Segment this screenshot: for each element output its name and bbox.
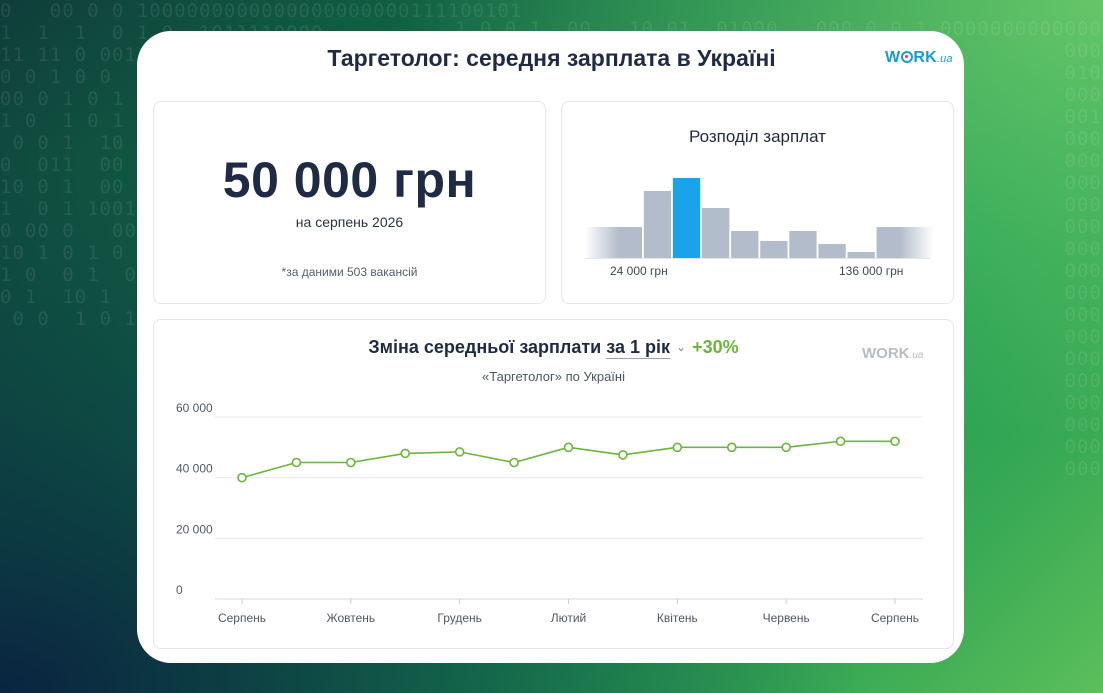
distribution-title: Розподіл зарплат (689, 127, 826, 146)
binary-pattern-right: 1 0 0 1 00 10 01 01000 000 0 0 1 0000000… (455, 18, 1103, 480)
logo-o-icon (900, 51, 913, 63)
data-point[interactable] (618, 450, 628, 460)
data-point[interactable] (509, 457, 519, 468)
data-point[interactable] (291, 457, 302, 468)
histogram-bar (818, 244, 846, 258)
histogram-bar (760, 241, 788, 258)
trend-delta: +30% (692, 337, 739, 357)
data-point[interactable] (835, 436, 846, 447)
work-ua-logo[interactable]: W RK.ua (885, 49, 953, 67)
trend-title: Зміна середньої зарплати за 1 рік ⌄ +30% (153, 337, 954, 359)
data-point[interactable] (726, 442, 737, 453)
x-tick-label: Жовтень (327, 611, 376, 625)
trend-subtitle: «Таргетолог» по Україні (482, 369, 625, 384)
data-point[interactable] (454, 447, 465, 457)
x-tick-label: Червень (763, 611, 810, 625)
data-point[interactable] (237, 472, 247, 483)
data-point[interactable] (781, 442, 791, 453)
salary-trend-chart: 0 20 000 40 000 60 000 Серпень Жовтень Грудень… (176, 401, 923, 625)
x-tick-label: Лютий (551, 611, 587, 625)
histogram-bar (731, 231, 759, 258)
page-title: Таргетолог: середня зарплата в Україні (327, 45, 776, 71)
y-tick-label: 40 000 (176, 462, 213, 476)
salary-summary-panel (153, 101, 546, 304)
watermark-suffix: .ua (909, 350, 924, 361)
histogram-bar (789, 231, 817, 258)
histogram-bar (643, 191, 672, 258)
y-tick-label: 60 000 (176, 401, 213, 415)
histogram-bar (847, 252, 875, 258)
x-tick-label: Квітень (657, 611, 698, 625)
data-point[interactable] (890, 436, 900, 447)
logo-text-right: RK (913, 49, 937, 66)
logo-suffix: .ua (936, 53, 953, 65)
salary-distribution-panel (561, 101, 954, 304)
average-salary-value: 50 000 грн (222, 152, 477, 208)
data-point[interactable] (563, 442, 574, 453)
salary-trend-panel (153, 319, 954, 649)
histogram-bar (672, 178, 701, 258)
data-point[interactable] (400, 448, 411, 459)
histogram-bar (702, 208, 730, 258)
y-tick-label: 20 000 (176, 522, 213, 536)
x-tick-label: Грудень (437, 611, 482, 625)
x-tick-label: Серпень (871, 611, 919, 625)
period-dropdown[interactable]: за 1 рік (606, 337, 670, 359)
distribution-histogram (585, 178, 934, 259)
y-tick-label: 0 (176, 583, 183, 597)
logo-text-left: W (885, 49, 901, 66)
distribution-max-label: 136 000 грн (839, 264, 904, 278)
chevron-down-icon[interactable]: ⌄ (676, 340, 687, 354)
data-point[interactable] (672, 442, 683, 453)
salary-date: на серпень 2026 (295, 214, 404, 230)
vacancies-note: *за даними 503 вакансій (281, 265, 418, 279)
data-point[interactable] (346, 457, 356, 468)
distribution-min-label: 24 000 грн (610, 264, 668, 278)
x-tick-label: Серпень (218, 611, 266, 625)
trend-title-prefix: Зміна середньої зарплати (368, 337, 602, 357)
histogram-bar (585, 227, 642, 258)
histogram-bar (876, 227, 934, 258)
work-ua-watermark: WORK.ua (862, 345, 923, 362)
watermark-text: WORK (862, 345, 910, 362)
